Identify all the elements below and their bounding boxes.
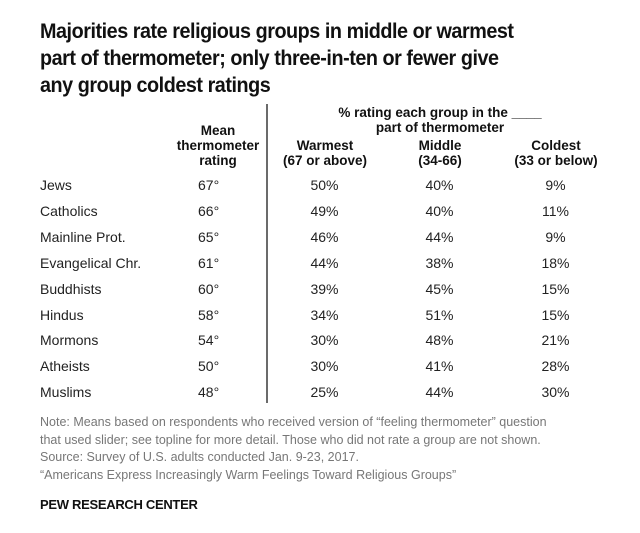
warmest-pct: 30% xyxy=(310,332,339,349)
warmest-pct: 49% xyxy=(310,202,339,219)
title-line: any group coldest ratings xyxy=(40,73,271,97)
middle-pct: 51% xyxy=(425,306,454,323)
group-name: Muslims xyxy=(40,384,92,401)
warmest-pct: 46% xyxy=(310,228,339,245)
coldest-pct: 21% xyxy=(541,332,570,349)
warmest-pct: 34% xyxy=(310,306,339,323)
warmest-pct: 30% xyxy=(310,358,339,375)
header-mean-line: Mean xyxy=(200,123,236,138)
middle-pct: 38% xyxy=(425,254,454,271)
table-row: Jews 67° 50% 40% 9% xyxy=(0,172,640,198)
coldest-pct: 11% xyxy=(542,202,569,219)
table-row: Mainline Prot. 65° 46% 44% 9% xyxy=(0,224,640,250)
header-group-line: part of thermometer xyxy=(375,120,505,135)
header-coldest: Coldest (33 or below) xyxy=(500,138,612,168)
header-group-line: % rating each group in the ____ xyxy=(338,105,542,120)
middle-pct: 48% xyxy=(425,332,454,349)
column-divider xyxy=(266,104,268,403)
middle-pct: 45% xyxy=(425,280,454,297)
group-name: Mainline Prot. xyxy=(40,228,126,245)
table-row: Buddhists 60° 39% 45% 15% xyxy=(0,276,640,302)
coldest-pct: 15% xyxy=(541,280,570,297)
middle-pct: 44% xyxy=(425,228,454,245)
header-middle-line: (34-66) xyxy=(418,153,462,168)
mean-rating: 58° xyxy=(198,306,220,323)
header-coldest-line: (33 or below) xyxy=(514,153,598,168)
group-name: Buddhists xyxy=(40,280,102,297)
warmest-pct: 50% xyxy=(310,177,339,193)
mean-rating: 61° xyxy=(198,254,220,271)
header-warmest-line: (67 or above) xyxy=(282,153,368,168)
mean-rating: 65° xyxy=(198,228,220,245)
header-middle-line: Middle xyxy=(418,138,462,153)
coldest-pct: 9% xyxy=(545,228,566,245)
warmest-pct: 39% xyxy=(310,280,339,297)
group-name: Atheists xyxy=(40,358,90,375)
mean-rating: 50° xyxy=(198,358,220,375)
title-line: Majorities rate religious groups in midd… xyxy=(40,19,514,43)
table-row: Muslims 48° 25% 44% 30% xyxy=(0,379,640,405)
table-row: Atheists 50° 30% 41% 28% xyxy=(0,353,640,379)
mean-rating: 54° xyxy=(198,332,220,349)
middle-pct: 40% xyxy=(425,202,454,219)
note-line: that used slider; see topline for more d… xyxy=(40,432,541,447)
source-line: Source: Survey of U.S. adults conducted … xyxy=(40,450,359,464)
note-line: Note: Means based on respondents who rec… xyxy=(40,415,547,429)
coldest-pct: 15% xyxy=(541,306,570,323)
middle-pct: 41% xyxy=(425,358,454,375)
table-row: Evangelical Chr. 61° 44% 38% 18% xyxy=(0,250,640,276)
header-warmest-line: Warmest xyxy=(296,138,354,153)
group-name: Jews xyxy=(40,177,72,193)
group-name: Evangelical Chr. xyxy=(40,254,142,271)
mean-rating: 48° xyxy=(198,384,220,401)
header-mean-line: thermometer xyxy=(176,138,260,153)
pew-research-center-logo: PEW RESEARCH CENTER xyxy=(40,497,198,512)
footnote: Note: Means based on respondents who rec… xyxy=(40,414,640,484)
chart-title: Majorities rate religious groups in midd… xyxy=(40,18,574,99)
table-row: Catholics 66° 49% 40% 11% xyxy=(0,198,640,224)
header-warmest: Warmest (67 or above) xyxy=(270,138,380,168)
mean-rating: 67° xyxy=(198,177,220,193)
header-group: % rating each group in the ____ part of … xyxy=(280,105,600,135)
header-mean-line: rating xyxy=(199,153,237,168)
coldest-pct: 9% xyxy=(545,177,566,193)
coldest-pct: 28% xyxy=(541,358,570,375)
header-mean: Mean thermometer rating xyxy=(168,123,268,168)
coldest-pct: 30% xyxy=(541,384,570,401)
table-row: Hindus 58° 34% 51% 15% xyxy=(0,302,640,328)
warmest-pct: 25% xyxy=(310,384,339,401)
header-coldest-line: Coldest xyxy=(531,138,581,153)
report-title-line: “Americans Express Increasingly Warm Fee… xyxy=(40,467,457,482)
header-middle: Middle (34-66) xyxy=(395,138,485,168)
warmest-pct: 44% xyxy=(310,254,339,271)
middle-pct: 40% xyxy=(425,177,454,193)
table-row: Mormons 54° 30% 48% 21% xyxy=(0,327,640,353)
title-line: part of thermometer; only three-in-ten o… xyxy=(40,46,499,70)
middle-pct: 44% xyxy=(425,384,454,401)
group-name: Catholics xyxy=(40,202,98,219)
group-name: Hindus xyxy=(40,306,84,323)
mean-rating: 60° xyxy=(198,280,220,297)
coldest-pct: 18% xyxy=(541,254,570,271)
group-name: Mormons xyxy=(40,332,99,349)
mean-rating: 66° xyxy=(198,202,220,219)
